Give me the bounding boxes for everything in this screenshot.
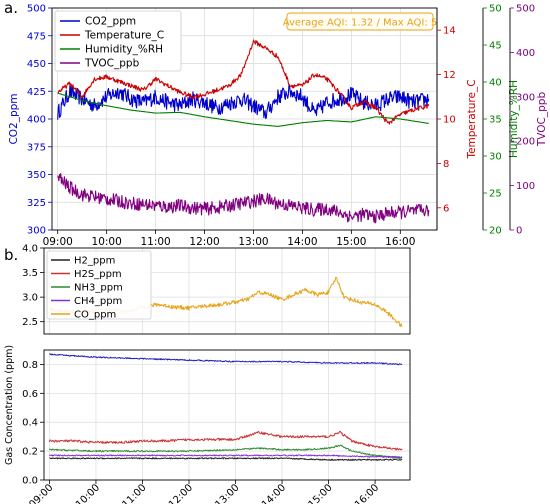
- chart-b-xtick-label-5: 14:00: [260, 482, 288, 504]
- chart-b-xtick-label-1: 10:00: [74, 482, 102, 504]
- chart-a-legend-box: [54, 10, 182, 72]
- chart-b-sub2-ytick-label-4: 0.8: [22, 360, 38, 371]
- chart-a-temp-tick-label-3: 12: [443, 70, 456, 81]
- chart-b-sub2-ytick-label-2: 0.4: [22, 418, 38, 429]
- chart-a-co2-tick-label-1: 325: [27, 198, 46, 209]
- chart-a-temp-axis-title: Temperature_C: [466, 79, 478, 159]
- chart-b-xtick-label-2: 11:00: [120, 482, 148, 504]
- chart-b-gas: 2.53.03.54.00.00.20.40.60.809:00 10:00 11:…: [4, 244, 411, 504]
- chart-a-xtick-label-3: 12:00: [189, 236, 219, 248]
- chart-a-legend-label-temperature-c: Temperature_C: [84, 30, 164, 42]
- chart-a-aqi-annotation: Average AQI: 1.32 / Max AQI: 5: [283, 12, 438, 31]
- chart-b-sub2-series-unlabeled-4: [49, 353, 403, 366]
- chart-a-series-co2-ppm: [57, 83, 430, 120]
- chart-a-hum-tick-label-3: 35: [489, 115, 502, 126]
- chart-a-xtick-label-2: 11:00: [140, 236, 170, 248]
- chart-a-series-humidity-rh: [57, 92, 429, 127]
- chart-b-xtick-label-3: 12:00: [167, 482, 195, 504]
- panel-label-a: a.: [4, 0, 18, 17]
- chart-b-sub1-frame: [43, 247, 411, 335]
- chart-a-xtick-label-5: 14:00: [287, 236, 317, 248]
- chart-b-legend-label-ch4-ppm: CH4_ppm: [74, 296, 122, 307]
- chart-a-hum-tick-label-1: 25: [489, 189, 502, 200]
- chart-a-co2-tick-label-7: 475: [27, 31, 46, 42]
- chart-a-temp-tick-label-4: 14: [443, 26, 456, 37]
- chart-a-co2-tick-label-6: 450: [27, 59, 46, 70]
- chart-b-legend-label-co-ppm: CO_ppm: [74, 310, 116, 321]
- chart-a-environment: 09:00 10:00 11:00 12:00 13:00 14:00 15:00 16:00…: [8, 4, 548, 249]
- chart-a-co2-tick-label-3: 375: [27, 142, 46, 153]
- chart-a-xtick-label-4: 13:00: [238, 236, 268, 248]
- chart-a-temp-tick-label-0: 6: [443, 203, 449, 214]
- chart-a-legend: CO2_ppm Temperature_C Humidity_%RH TVOC_ppb: [54, 10, 182, 72]
- chart-a-co2-tick-label-5: 425: [27, 87, 46, 98]
- panel-label-b: b.: [4, 246, 18, 264]
- chart-b-legend: H2_ppm H2S_ppm NH3_ppm CH4_ppm CO_ppm: [46, 250, 152, 321]
- chart-a-xtick-label-7: 16:00: [385, 236, 415, 248]
- chart-b-sub1-ytick-label-3: 4.0: [22, 244, 38, 255]
- chart-b-sub2-series-nh3-ppm: [48, 444, 403, 460]
- chart-a-tvoc-axis-title: TVOC_ppb: [536, 92, 548, 148]
- chart-b-sub1-ytick-label-2: 3.5: [22, 268, 38, 279]
- chart-b-sub2-ytick-label-1: 0.2: [22, 447, 38, 458]
- chart-a-tvoc-tick-label-3: 300: [516, 92, 535, 103]
- chart-b-sub1-ytick-label-0: 2.5: [22, 317, 38, 328]
- chart-a-aqi-box: [286, 12, 434, 31]
- chart-a-legend-label-co2-ppm: CO2_ppm: [85, 16, 136, 28]
- chart-a-co2-tick-label-2: 350: [27, 170, 46, 181]
- chart-a-legend-label-tvoc-ppb: TVOC_ppb: [84, 58, 140, 70]
- chart-a-legend-label-humidity-rh: Humidity_%RH: [85, 44, 163, 56]
- chart-a-hum-tick-label-6: 50: [489, 4, 502, 15]
- chart-b-sub1-ytick-label-1: 3.0: [22, 293, 38, 304]
- chart-b-sub2-series-h2-ppm: [49, 457, 403, 461]
- chart-b-xtick-label-7: 16:00: [353, 482, 381, 504]
- chart-a-xtick-label-6: 15:00: [336, 236, 366, 248]
- chart-a-hum-tick-label-2: 30: [489, 152, 502, 163]
- chart-a-tvoc-tick-label-4: 400: [516, 48, 535, 59]
- chart-a-xtick-label-0: 09:00: [43, 236, 73, 248]
- chart-b-sub2-series-ch4-ppm: [49, 454, 403, 458]
- chart-a-aqi-text: Average AQI: 1.32 / Max AQI: 5: [283, 18, 438, 29]
- chart-a-hum-tick-label-4: 40: [489, 78, 502, 89]
- chart-b-legend-label-h2-ppm: H2_ppm: [74, 256, 115, 267]
- chart-a-temp-tick-label-1: 8: [443, 159, 449, 170]
- chart-b-sub2-ytick-label-0: 0.0: [22, 476, 38, 487]
- chart-a-co2-axis-title: CO2_ppm: [8, 93, 20, 144]
- chart-a-tvoc-tick-label-0: 0: [516, 226, 522, 237]
- chart-b-sub2-series-h2s-ppm: [48, 430, 403, 451]
- chart-b-sub2-ytick-label-3: 0.6: [22, 389, 38, 400]
- chart-a-series-tvoc-ppb: [57, 173, 430, 224]
- chart-b-legend-box: [46, 250, 152, 320]
- chart-a-xtick-label-1: 10:00: [92, 236, 122, 248]
- chart-a-hum-tick-label-5: 45: [489, 41, 502, 52]
- chart-a-co2-tick-label-4: 400: [27, 115, 46, 126]
- chart-a-co2-tick-label-0: 300: [27, 226, 46, 237]
- chart-a-tvoc-tick-label-1: 100: [516, 181, 535, 192]
- chart-a-tvoc-tick-label-2: 200: [516, 137, 535, 148]
- chart-a-co2-tick-label-8: 500: [27, 4, 46, 15]
- chart-a-temp-tick-label-2: 10: [443, 115, 456, 126]
- chart-b-xtick-label-6: 15:00: [307, 482, 335, 504]
- chart-b-ylabel: Gas Concentration (ppm): [4, 345, 15, 465]
- chart-b-legend-label-h2s-ppm: H2S_ppm: [74, 269, 122, 280]
- chart-a-hum-axis-title: Humidity_%RH: [508, 80, 520, 158]
- chart-b-xtick-label-4: 13:00: [213, 482, 241, 504]
- chart-a-hum-tick-label-0: 20: [489, 226, 502, 237]
- chart-b-legend-label-nh3-ppm: NH3_ppm: [74, 283, 123, 294]
- chart-a-series-temperature-c: [57, 39, 430, 125]
- chart-b-sub2-frame: [43, 349, 411, 481]
- chart-a-tvoc-tick-label-5: 500: [516, 4, 535, 15]
